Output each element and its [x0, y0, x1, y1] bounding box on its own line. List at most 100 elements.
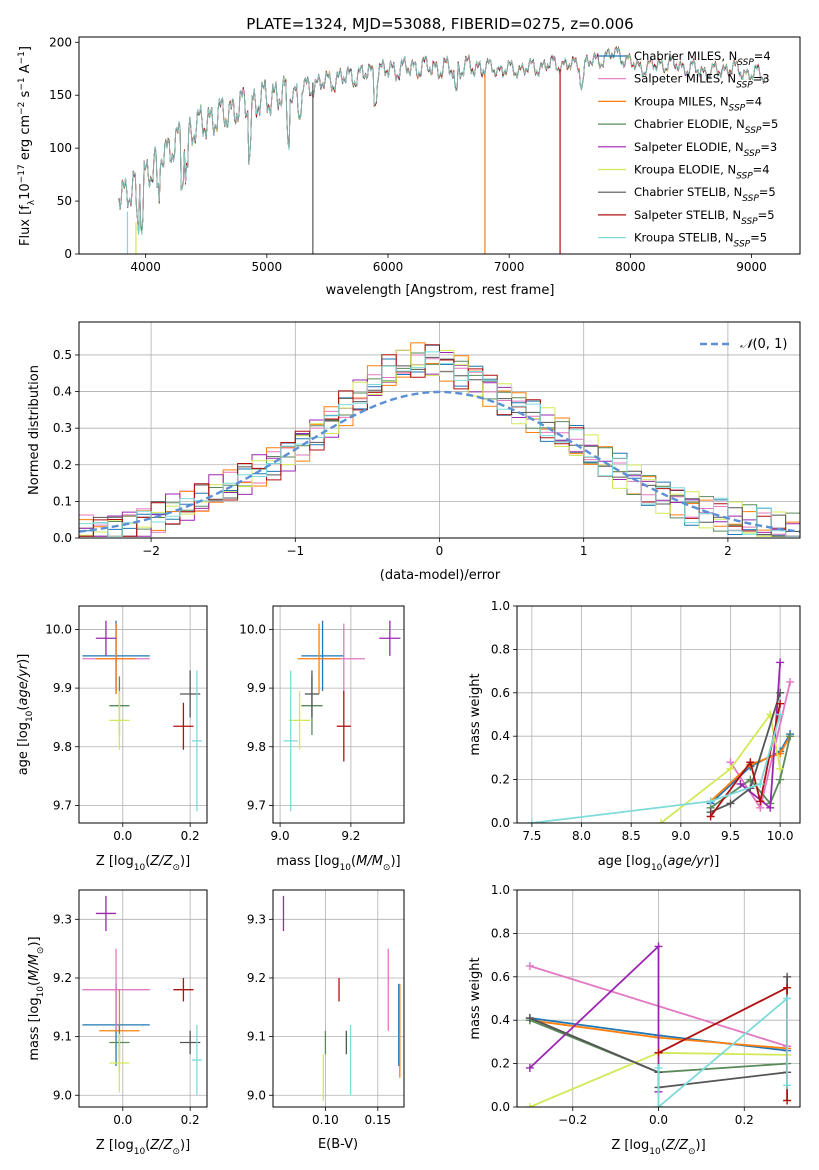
grid-lines [273, 606, 404, 823]
plot-area [527, 658, 795, 823]
x-axis-label: mass [log10(M/M⊙)] [276, 854, 400, 873]
y-tick-label: 9.9 [53, 681, 72, 695]
legend: Chabrier MILES, NSSP=4 Salpeter MILES, NS… [598, 49, 778, 250]
chart-residuals: −2 −1 0 1 2 0.0 0.1 0.2 0.3 0.4 0.5 (data-model)/er… [27, 321, 801, 583]
y-axis-label: mass weight [468, 673, 483, 755]
weight-marker-chabrier-stelib [776, 688, 785, 697]
weight-marker-chabrier-elodie [776, 775, 785, 784]
plot-area [118, 45, 765, 254]
weight-line-kroupa-elodie [660, 712, 781, 823]
weight-line-kroupa-stelib [657, 996, 788, 1107]
y-tick-label: 10.0 [45, 622, 72, 636]
y-tick-label: 9.1 [53, 1030, 72, 1044]
y-tick-label: 0.2 [53, 458, 72, 472]
x-tick-label: 8.5 [622, 829, 641, 843]
weight-marker-salpeter-elodie [654, 942, 663, 951]
weight-marker-kroupa-elodie [656, 819, 665, 823]
weight-marker-salpeter-stelib [783, 1096, 792, 1105]
weight-marker-salpeter-stelib [756, 797, 765, 806]
weight-marker-kroupa-stelib [783, 994, 792, 1003]
x-tick-label: −2 [142, 544, 160, 558]
y-axis-label: mass [log10(M/M⊙)] [27, 936, 46, 1060]
weight-marker-salpeter-stelib [654, 1048, 663, 1057]
chart-age-Z: 0.0 0.2 9.7 9.8 9.9 10.0 Z [log10(Z/Z⊙)] age [l… [16, 605, 208, 873]
weight-marker-salpeter-miles [525, 961, 534, 970]
weight-line-salpeter-stelib [658, 986, 788, 1101]
x-tick-label: 0.10 [312, 1113, 339, 1127]
y-tick-label: 0.6 [491, 970, 510, 984]
y-tick-label: 0.5 [53, 348, 72, 362]
weight-marker-kroupa-stelib [654, 1063, 663, 1072]
weight-marker-salpeter-stelib [783, 983, 792, 992]
legend-label-kroupa-elodie: Kroupa ELODIE, NSSP=4 [634, 163, 770, 182]
axes-frame [272, 889, 405, 1108]
y-tick-label: 0.2 [491, 1057, 510, 1071]
x-axis-label: age [log10(age/yr)] [598, 854, 720, 873]
x-tick-label: 1 [580, 544, 588, 558]
x-axis-label: Z [log10(Z/Z⊙)] [96, 1138, 190, 1157]
x-tick-label: 0 [436, 544, 444, 558]
weight-marker-salpeter-miles [786, 677, 795, 686]
x-tick-label: 7000 [494, 260, 525, 274]
x-tick-label: 6000 [373, 260, 404, 274]
y-axis-label: Normed distribution [27, 365, 42, 495]
gaussian-curve [79, 390, 800, 533]
y-tick-label: 150 [49, 88, 72, 102]
x-tick-label: −1 [286, 544, 304, 558]
y-tick-label: 200 [49, 35, 72, 49]
x-tick-label: 10.0 [767, 829, 794, 843]
x-tick-label: −0.2 [558, 1113, 587, 1127]
x-tick-label: 9.5 [721, 829, 740, 843]
weight-marker-salpeter-stelib [706, 812, 715, 821]
axes-frame [78, 889, 208, 1108]
y-tick-label: 9.0 [53, 1088, 72, 1102]
legend-label-chabrier-elodie: Chabrier ELODIE, NSSP=5 [634, 117, 778, 136]
x-tick-label: 8000 [615, 260, 646, 274]
legend-label-salpeter-stelib: Salpeter STELIB, NSSP=5 [634, 208, 775, 227]
x-tick-label: 8.0 [572, 829, 591, 843]
y-tick-label: 0.0 [491, 816, 510, 830]
x-axis-label: wavelength [Angstrom, rest frame] [326, 283, 555, 298]
weight-line-kroupa-miles [709, 735, 791, 802]
x-tick-label: 9.2 [341, 829, 360, 843]
legend-label-gaussian: 𝒩(0, 1) [740, 337, 787, 352]
y-tick-label: 9.8 [247, 740, 266, 754]
legend-label-chabrier-stelib: Chabrier STELIB, NSSP=5 [634, 185, 776, 204]
weight-marker-salpeter-stelib [746, 758, 755, 767]
weight-marker-kroupa-stelib [527, 819, 536, 823]
x-tick-label: 5000 [252, 260, 283, 274]
weight-line-salpeter-miles [729, 681, 791, 811]
y-tick-label: 0.0 [491, 1100, 510, 1114]
plot-area [82, 620, 202, 812]
x-tick-label: 0.0 [649, 1113, 668, 1127]
plot-area [525, 942, 792, 1107]
y-tick-label: 9.2 [53, 971, 72, 985]
x-tick-label: 0.0 [113, 829, 132, 843]
weight-marker-chabrier-stelib [783, 972, 792, 981]
plot-area [79, 342, 800, 537]
weight-line-chabrier-stelib [710, 692, 781, 813]
y-axis-label: Flux [fλ10−17 erg cm−2 s−1 A−1] [17, 46, 37, 246]
x-axis-label: E(B-V) [318, 1137, 358, 1152]
y-tick-label: 0.8 [491, 642, 510, 656]
weight-marker-salpeter-stelib [776, 699, 785, 708]
y-tick-label: 0.6 [491, 686, 510, 700]
y-tick-label: 0.4 [491, 1013, 510, 1027]
y-tick-label: 10.0 [239, 622, 266, 636]
chart-mass-EBV: 0.10 0.15 9.0 9.1 9.2 9.3 E(B-V) [247, 889, 405, 1152]
y-tick-label: 9.8 [53, 740, 72, 754]
legend-label-chabrier-miles: Chabrier MILES, NSSP=4 [634, 49, 771, 68]
y-tick-label: 9.0 [247, 1088, 266, 1102]
y-tick-label: 1.0 [491, 599, 510, 613]
weight-line-kroupa-stelib [531, 714, 781, 823]
legend-label-kroupa-miles: Kroupa MILES, NSSP=4 [634, 94, 762, 113]
y-axis-label: age [log10(age/yr)] [16, 654, 35, 776]
legend-label-salpeter-elodie: Salpeter ELODIE, NSSP=3 [634, 140, 777, 159]
y-tick-label: 50 [57, 194, 72, 208]
spectrum-line-kroupa-stelib [118, 47, 765, 236]
y-tick-label: 9.3 [53, 912, 72, 926]
y-tick-label: 0.2 [491, 773, 510, 787]
x-tick-label: 0.2 [181, 829, 200, 843]
weight-marker-salpeter-elodie [766, 803, 775, 812]
chart-mass-Z: 0.0 0.2 9.0 9.1 9.2 9.3 Z [log10(Z/Z⊙)] mass [l… [27, 889, 208, 1157]
